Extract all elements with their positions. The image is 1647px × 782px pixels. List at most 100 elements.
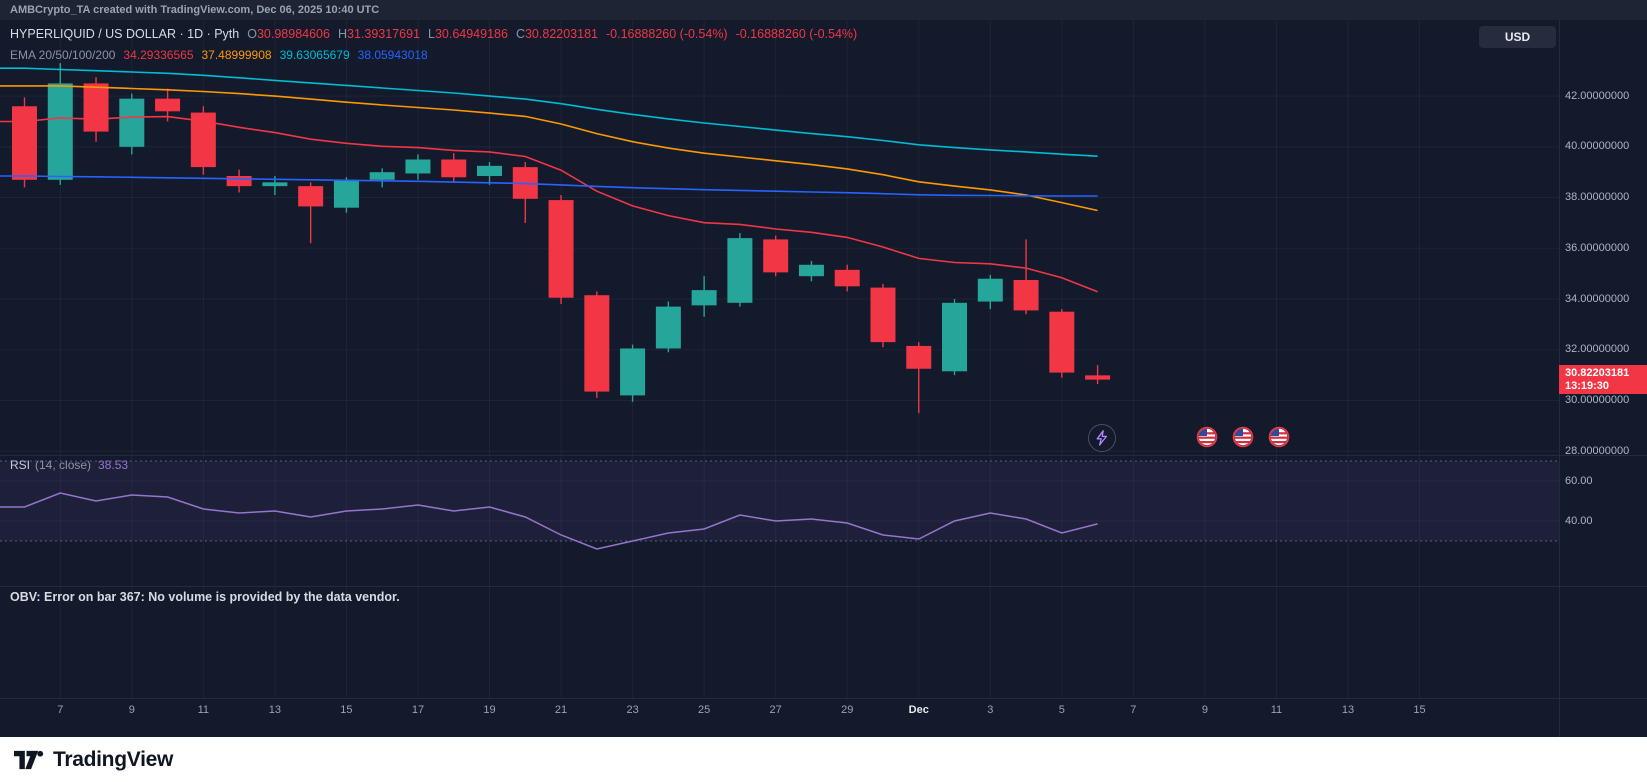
time-axis-label: 9 xyxy=(128,704,135,716)
candle-body xyxy=(119,98,145,147)
close-value: 30.82203181 xyxy=(524,27,598,41)
high-value: 31.39317691 xyxy=(347,27,420,41)
economic-event-flag-icon[interactable] xyxy=(1232,426,1254,448)
candle-body xyxy=(477,165,503,176)
time-axis-label: 11 xyxy=(1270,704,1283,716)
price-axis-label: 30.00000000 xyxy=(1565,393,1630,406)
candle-body xyxy=(834,269,860,287)
time-axis-label: Dec xyxy=(908,704,929,716)
candle-body xyxy=(691,290,717,306)
candle-body xyxy=(620,348,646,396)
candle-body xyxy=(548,200,574,298)
rsi-title: RSI xyxy=(10,458,31,472)
lightning-button[interactable] xyxy=(1088,424,1116,452)
time-axis-label: 23 xyxy=(626,704,639,716)
ema50-value: 37.48999908 xyxy=(201,48,272,62)
price-axis-label: 28.00000000 xyxy=(1565,444,1630,457)
time-axis-label: 3 xyxy=(987,704,994,716)
tradingview-logo-icon[interactable] xyxy=(14,748,44,772)
ema200-line xyxy=(0,175,1098,197)
time-axis-label: 5 xyxy=(1058,704,1065,716)
candle-body xyxy=(870,287,896,343)
candle-body xyxy=(977,278,1003,302)
time-axis-label: 11 xyxy=(197,704,210,716)
ema100-line xyxy=(0,67,1098,157)
open-value: 30.98984606 xyxy=(256,27,330,41)
price-axis[interactable]: 42.00000000 40.00000000 38.00000000 36.0000… xyxy=(1559,20,1647,698)
candles-group xyxy=(12,63,1111,414)
time-axis-label: 21 xyxy=(554,704,568,716)
low-value: 30.64949186 xyxy=(434,27,508,41)
high-key: H xyxy=(337,27,347,41)
time-axis-label: 13 xyxy=(268,704,281,716)
change-value-2: -0.16888260 (-0.54%) xyxy=(735,27,858,41)
candle-body xyxy=(405,159,431,174)
change-value: -0.16888260 (-0.54%) xyxy=(605,27,728,41)
time-axis-label: 15 xyxy=(1413,704,1426,716)
rsi-value: 38.53 xyxy=(98,458,129,472)
rsi-axis-label: 60.00 xyxy=(1565,474,1593,487)
symbol-title[interactable]: HYPERLIQUID / US DOLLAR · 1D · Pyth xyxy=(10,27,240,41)
candle-body xyxy=(226,175,252,187)
low-key: L xyxy=(428,27,435,41)
lightning-icon xyxy=(1096,430,1108,446)
ema50-line xyxy=(0,85,1098,212)
rsi-legend[interactable]: RSI (14, close) 38.53 xyxy=(10,458,128,472)
price-axis-label: 40.00000000 xyxy=(1565,140,1630,153)
last-price-tag: 30.82203181 13:19:30 xyxy=(1559,365,1647,395)
price-chart-canvas[interactable] xyxy=(0,0,1647,737)
ema-legend[interactable]: EMA 20/50/100/200 34.29336565 37.48999908 3… xyxy=(10,48,428,62)
price-axis-label: 38.00000000 xyxy=(1565,191,1630,204)
price-axis-label: 42.00000000 xyxy=(1565,89,1630,102)
ema100-value: 39.63065679 xyxy=(279,48,350,62)
economic-event-flag-icon[interactable] xyxy=(1268,426,1290,448)
candle-body xyxy=(942,302,968,372)
candle-body xyxy=(763,239,789,273)
candle-body xyxy=(727,238,753,303)
close-key: C xyxy=(515,27,525,41)
symbol-legend[interactable]: HYPERLIQUID / US DOLLAR · 1D · Pyth O30.9… xyxy=(10,27,857,41)
candle-body xyxy=(441,159,467,178)
rsi-params: (14, close) xyxy=(35,458,92,472)
candle-body xyxy=(798,264,824,277)
candle-body xyxy=(47,83,73,180)
candle-body xyxy=(1013,279,1039,311)
time-axis-label: 13 xyxy=(1341,704,1355,716)
candle-body xyxy=(262,182,288,187)
rsi-line xyxy=(0,492,1098,550)
candle-body xyxy=(1085,375,1111,380)
bar-countdown: 13:19:30 xyxy=(1565,380,1610,393)
ema20-value: 34.29336565 xyxy=(123,48,194,62)
time-axis-label: 15 xyxy=(340,704,353,716)
economic-event-flag-icon[interactable] xyxy=(1196,426,1218,448)
tradingview-wordmark[interactable]: TradingView xyxy=(53,747,174,771)
ema20-line xyxy=(0,115,1098,293)
candle-body xyxy=(655,306,681,349)
price-axis-label: 34.00000000 xyxy=(1565,292,1630,305)
time-axis-label: 27 xyxy=(769,704,782,716)
attribution-bar: AMBCrypto_TA created with TradingView.co… xyxy=(0,0,1647,20)
candle-body xyxy=(906,345,932,369)
time-axis-label: 7 xyxy=(1130,704,1137,716)
candle-body xyxy=(155,98,181,112)
currency-toggle-button[interactable]: USD xyxy=(1479,26,1556,48)
rsi-band xyxy=(0,461,1559,541)
candle-body xyxy=(298,186,324,207)
time-axis[interactable]: 7 9 11 13 15 17 19 21 23 25 27 29 Dec 3 5 7 9 11 13 15 xyxy=(0,698,1559,737)
candle-body xyxy=(83,83,109,132)
time-axis-label: 29 xyxy=(841,704,854,716)
candle-body xyxy=(12,106,37,180)
attribution-text: AMBCrypto_TA created with TradingView.co… xyxy=(10,4,380,16)
ema-label: EMA 20/50/100/200 xyxy=(10,48,116,62)
last-price-value: 30.82203181 xyxy=(1565,367,1630,380)
time-axis-label: 25 xyxy=(698,704,711,716)
rsi-axis-label: 40.00 xyxy=(1565,514,1593,527)
candle-body xyxy=(584,295,610,392)
time-axis-label: 19 xyxy=(483,704,496,716)
candle-body xyxy=(369,172,395,180)
time-axis-label: 17 xyxy=(411,704,425,716)
obv-error-message: OBV: Error on bar 367: No volume is prov… xyxy=(10,590,400,604)
open-key: O xyxy=(247,27,257,41)
time-axis-label: 9 xyxy=(1201,704,1208,716)
